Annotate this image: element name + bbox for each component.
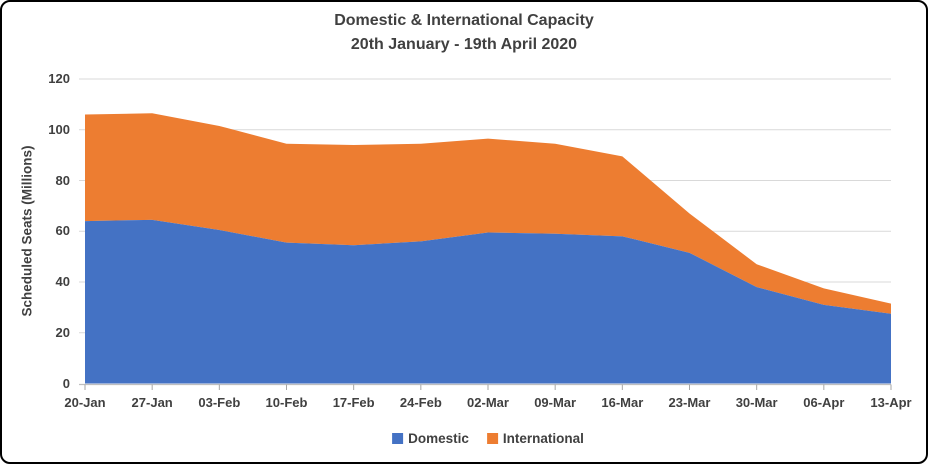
legend-item-international: International	[486, 431, 584, 446]
y-tick-label-60: 60	[55, 223, 70, 239]
x-tick-label-03-Feb: 03-Feb	[198, 395, 241, 410]
x-tick-label-23-Mar: 23-Mar	[668, 395, 711, 410]
x-tick-label-09-Mar: 09-Mar	[534, 395, 577, 410]
legend-label-domestic: Domestic	[408, 431, 469, 446]
chart-title-line2: 20th January - 19th April 2020	[350, 36, 578, 53]
y-tick-label-100: 100	[48, 121, 70, 137]
y-tick-label-20: 20	[55, 324, 70, 340]
legend-swatch-icon-international	[486, 433, 498, 444]
chart-title: Domestic & International Capacity 20th J…	[2, 9, 926, 57]
x-tick-label-16-Mar: 16-Mar	[601, 395, 644, 410]
x-tick-label-13-Apr: 13-Apr	[870, 395, 912, 410]
x-tick-label-27-Jan: 27-Jan	[131, 395, 173, 410]
y-tick-label-120: 120	[48, 71, 70, 86]
x-tick-label-30-Mar: 30-Mar	[735, 395, 778, 410]
legend-label-international: International	[502, 431, 584, 446]
legend-swatch-icon-domestic	[392, 433, 404, 444]
x-tick-label-02-Mar: 02-Mar	[467, 395, 509, 410]
y-tick-label-0: 0	[62, 375, 70, 391]
x-tick-label-20-Jan: 20-Jan	[64, 395, 106, 410]
legend-item-domestic: Domestic	[392, 431, 469, 446]
x-tick-label-17-Feb: 17-Feb	[332, 395, 375, 410]
legend: Domestic International	[392, 431, 584, 446]
x-tick-label-10-Feb: 10-Feb	[265, 395, 308, 410]
x-tick-label-06-Apr: 06-Apr	[803, 395, 845, 410]
y-tick-label-40: 40	[55, 274, 70, 289]
y-tick-label-80: 80	[55, 172, 70, 188]
x-tick-label-24-Feb: 24-Feb	[399, 395, 442, 410]
domestic-area	[85, 219, 891, 384]
chart-title-line1: Domestic & International Capacity	[334, 12, 594, 29]
international-area	[85, 113, 891, 314]
